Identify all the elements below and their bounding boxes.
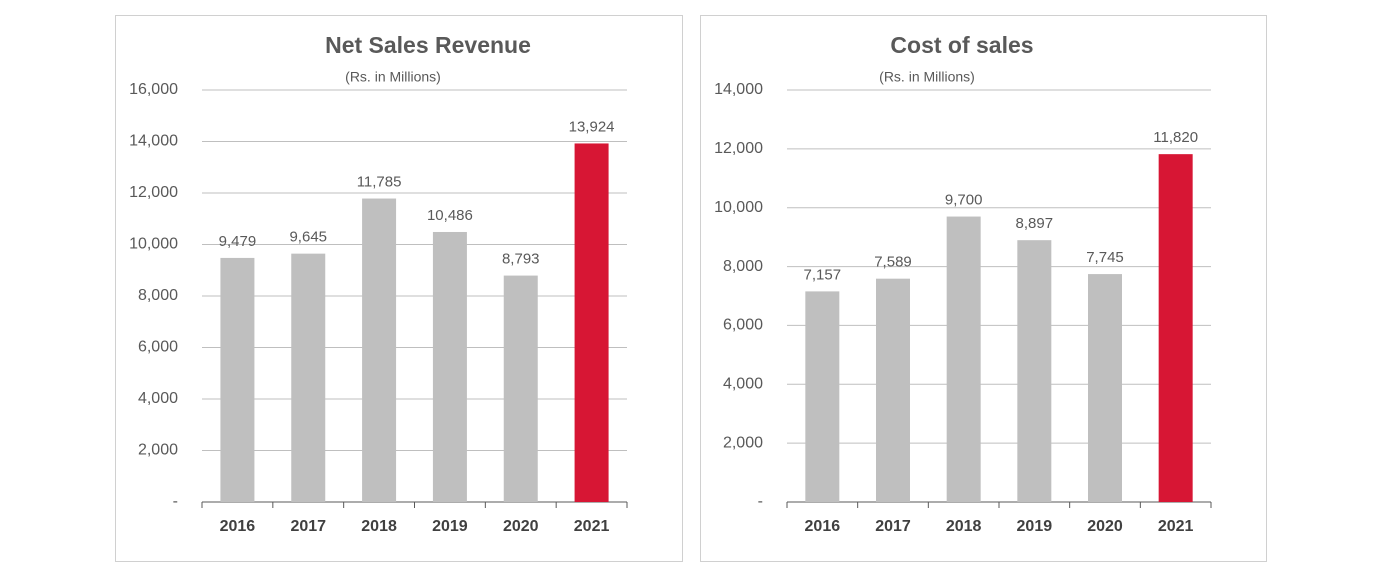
x-tick-label: 2017 <box>290 518 326 535</box>
y-tick-label: - <box>758 493 763 510</box>
y-tick-label: 12,000 <box>714 140 763 157</box>
bar <box>946 216 981 503</box>
y-tick-label: 12,000 <box>129 184 178 201</box>
y-tick-label: 14,000 <box>714 81 763 98</box>
x-tick-label: 2020 <box>503 518 539 535</box>
bar <box>1158 154 1193 502</box>
x-tick-label: 2021 <box>574 518 610 535</box>
data-label: 9,479 <box>219 233 257 250</box>
bar <box>291 253 326 502</box>
bar <box>1017 240 1052 502</box>
x-tick-label: 2020 <box>1087 518 1123 535</box>
y-tick-label: 14,000 <box>129 133 178 150</box>
bar <box>1088 274 1122 502</box>
bar <box>503 275 538 502</box>
data-label: 7,157 <box>804 266 842 283</box>
chart-title: Net Sales Revenue <box>325 32 531 58</box>
chart-title: Cost of sales <box>890 32 1033 58</box>
y-tick-label: 10,000 <box>714 199 763 216</box>
chart-subtitle: (Rs. in Millions) <box>345 69 441 85</box>
chart-subtitle: (Rs. in Millions) <box>879 69 975 85</box>
x-tick-label: 2018 <box>946 518 982 535</box>
data-label: 7,589 <box>874 254 912 271</box>
x-tick-label: 2019 <box>432 518 468 535</box>
data-label: 8,793 <box>502 251 540 268</box>
bar <box>362 198 397 502</box>
data-label: 13,924 <box>569 118 615 135</box>
y-tick-label: 2,000 <box>723 434 763 451</box>
data-label: 9,700 <box>945 192 983 209</box>
bar <box>220 257 255 502</box>
y-tick-label: 4,000 <box>723 376 763 393</box>
bar <box>574 143 609 502</box>
y-tick-label: 6,000 <box>138 339 178 356</box>
x-tick-label: 2016 <box>805 518 841 535</box>
x-tick-label: 2016 <box>220 518 256 535</box>
y-tick-label: 8,000 <box>723 258 763 275</box>
bar <box>432 231 467 502</box>
data-label: 10,486 <box>427 207 473 224</box>
y-tick-label: 16,000 <box>129 81 178 98</box>
y-tick-label: 10,000 <box>129 236 178 253</box>
bar <box>876 278 910 502</box>
y-tick-label: 6,000 <box>723 317 763 334</box>
y-tick-label: - <box>173 493 178 510</box>
y-tick-label: 2,000 <box>138 442 178 459</box>
bar <box>805 291 840 502</box>
x-tick-label: 2021 <box>1158 518 1194 535</box>
y-tick-label: 8,000 <box>138 287 178 304</box>
data-label: 8,897 <box>1016 215 1054 232</box>
x-tick-label: 2019 <box>1017 518 1053 535</box>
x-tick-label: 2018 <box>361 518 397 535</box>
y-tick-label: 4,000 <box>138 390 178 407</box>
x-tick-label: 2017 <box>875 518 911 535</box>
data-label: 11,820 <box>1153 129 1198 146</box>
data-label: 11,785 <box>357 174 402 191</box>
data-label: 7,745 <box>1086 249 1124 266</box>
data-label: 9,645 <box>289 229 327 246</box>
